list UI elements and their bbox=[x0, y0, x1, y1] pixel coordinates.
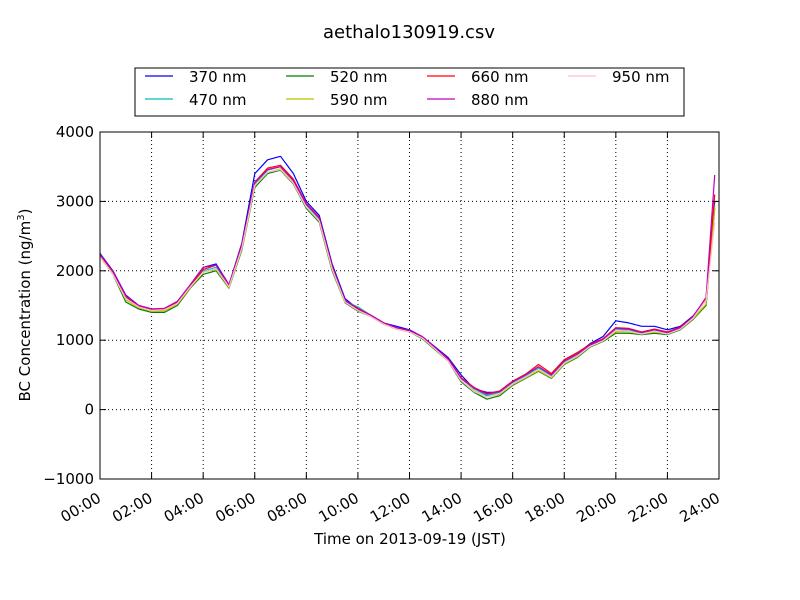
x-tick-label: 04:00 bbox=[161, 489, 207, 526]
x-tick-label: 22:00 bbox=[625, 489, 671, 526]
y-tick-label: 3000 bbox=[56, 192, 94, 210]
x-tick-label: 06:00 bbox=[212, 489, 258, 526]
y-tick-label: −1000 bbox=[43, 470, 94, 488]
y-tick-label: 2000 bbox=[56, 262, 94, 280]
y-axis-label-main: BC Concentration (ng/m bbox=[16, 221, 34, 402]
chart-title: aethalo130919.csv bbox=[323, 22, 495, 43]
x-axis-label: Time on 2013-09-19 (JST) bbox=[313, 530, 506, 548]
y-tick-label: 4000 bbox=[56, 123, 94, 141]
x-tick-label: 20:00 bbox=[573, 489, 619, 526]
series-line-950-nm bbox=[99, 168, 716, 398]
series-line-660-nm bbox=[99, 164, 716, 395]
legend-label: 950 nm bbox=[612, 68, 670, 86]
legend-label: 520 nm bbox=[330, 68, 388, 86]
x-tick-label: 18:00 bbox=[522, 489, 568, 526]
x-tick-label: 02:00 bbox=[109, 489, 155, 526]
x-tick-label: 00:00 bbox=[58, 489, 104, 526]
legend-label: 370 nm bbox=[189, 68, 247, 86]
y-axis-label-superscript: 3 bbox=[16, 214, 27, 220]
series-line-370-nm bbox=[99, 155, 716, 393]
legend: 370 nm 470 nm 520 nm 590 nm 660 nm 880 nm 950 … bbox=[134, 67, 685, 117]
x-tick-label: 12:00 bbox=[367, 489, 413, 526]
legend-label: 880 nm bbox=[471, 91, 529, 109]
x-tick-label: 14:00 bbox=[419, 489, 465, 526]
series-lines bbox=[99, 155, 716, 400]
grid bbox=[100, 132, 719, 479]
x-tick-label: 08:00 bbox=[264, 489, 310, 526]
legend-label: 470 nm bbox=[189, 91, 247, 109]
y-axis-label: BC Concentration (ng/m3) bbox=[16, 209, 34, 402]
y-tick-label: 0 bbox=[84, 401, 94, 419]
legend-label: 660 nm bbox=[471, 68, 529, 86]
x-tick-label: 24:00 bbox=[677, 489, 723, 526]
series-line-880-nm bbox=[99, 166, 716, 395]
x-tick-label: 10:00 bbox=[315, 489, 361, 526]
legend-label: 590 nm bbox=[330, 91, 388, 109]
x-tick-label: 16:00 bbox=[470, 489, 516, 526]
y-axis-label-close: ) bbox=[16, 209, 34, 215]
y-tick-label: 1000 bbox=[56, 331, 94, 349]
